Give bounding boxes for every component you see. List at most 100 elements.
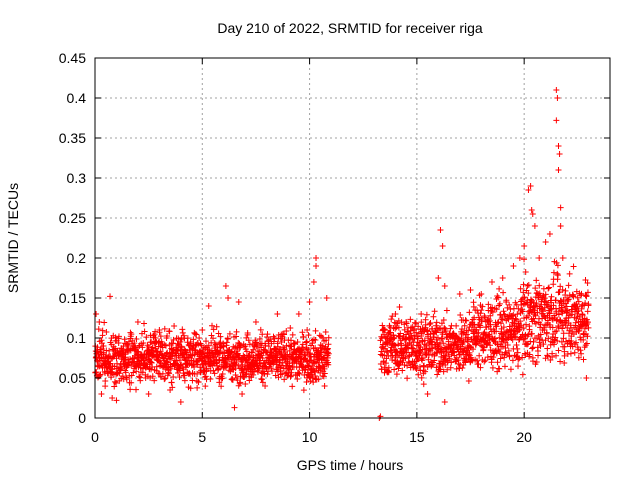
data-point — [522, 268, 529, 275]
data-point — [489, 304, 496, 311]
data-point — [125, 338, 132, 345]
data-point — [281, 331, 288, 338]
data-point — [467, 287, 474, 293]
data-point — [504, 342, 511, 349]
data-point — [141, 328, 148, 335]
data-point — [418, 374, 425, 381]
data-point — [395, 341, 402, 348]
data-point — [432, 328, 439, 335]
data-point — [548, 293, 555, 300]
data-point — [473, 357, 480, 364]
data-point — [305, 346, 312, 353]
axis-ticks: 0 0.05 0.1 0.15 0.2 0.25 0.3 0.35 0.4 0.45 0 5 10 15 2… — [59, 50, 610, 445]
data-point — [217, 333, 224, 340]
data-point — [286, 363, 293, 370]
data-point — [525, 290, 532, 297]
data-point — [218, 383, 225, 390]
data-point — [573, 315, 580, 322]
data-point — [572, 319, 579, 326]
data-point — [513, 342, 520, 349]
data-point — [226, 330, 233, 337]
data-point — [584, 289, 591, 296]
data-point — [233, 328, 240, 335]
data-point — [512, 315, 519, 322]
data-point — [514, 311, 521, 318]
data-point — [116, 370, 123, 377]
chart-title: Day 210 of 2022, SRMTID for receiver rig… — [217, 20, 483, 36]
data-point — [585, 324, 592, 331]
data-point — [203, 365, 210, 372]
data-point — [401, 361, 408, 368]
data-point — [407, 316, 414, 323]
data-point — [307, 357, 314, 364]
data-point — [392, 325, 399, 332]
data-point — [578, 290, 585, 297]
data-point — [323, 295, 330, 301]
data-point — [420, 381, 427, 388]
data-point — [477, 322, 484, 329]
data-point — [170, 373, 177, 380]
y-tick-label: 0.05 — [59, 370, 86, 386]
data-point — [524, 297, 531, 304]
data-point — [427, 319, 434, 326]
data-point — [426, 321, 433, 328]
data-point — [453, 322, 460, 329]
data-point — [190, 343, 197, 350]
data-point — [189, 345, 196, 352]
data-point — [210, 326, 217, 333]
data-point — [139, 344, 146, 351]
data-point — [406, 359, 413, 366]
data-point — [532, 312, 539, 319]
data-point — [550, 302, 557, 309]
data-point — [286, 347, 293, 354]
data-point — [447, 345, 454, 352]
data-point — [461, 322, 468, 329]
data-point — [209, 322, 216, 329]
data-point — [100, 343, 107, 350]
data-point — [270, 338, 277, 345]
data-point — [177, 399, 184, 405]
data-point — [560, 330, 567, 337]
data-point — [554, 95, 561, 101]
data-point — [422, 316, 429, 323]
data-point — [180, 332, 187, 339]
data-point — [475, 329, 482, 336]
x-axis-label: GPS time / hours — [297, 457, 404, 473]
data-point — [524, 282, 531, 289]
data-point — [242, 381, 249, 388]
data-point — [560, 335, 567, 342]
data-point — [557, 283, 564, 290]
data-point — [544, 352, 551, 359]
data-point — [111, 383, 118, 390]
data-point — [166, 328, 173, 335]
data-point — [399, 367, 406, 374]
data-point — [510, 312, 517, 319]
data-point — [210, 335, 217, 342]
data-point — [284, 351, 291, 358]
data-point — [258, 376, 265, 383]
data-point — [128, 379, 135, 386]
data-point — [523, 314, 530, 321]
data-point — [529, 345, 536, 352]
data-point — [575, 354, 582, 361]
data-point — [212, 341, 219, 348]
data-point — [567, 350, 574, 357]
data-point — [556, 288, 563, 295]
data-point — [115, 333, 122, 340]
data-point — [289, 331, 296, 338]
data-point — [459, 364, 466, 371]
data-point — [448, 359, 455, 366]
data-point — [514, 345, 521, 352]
data-point — [544, 353, 551, 360]
data-point — [155, 370, 162, 377]
data-point — [196, 335, 203, 342]
data-point — [145, 391, 152, 397]
data-point — [525, 312, 532, 319]
data-point — [575, 298, 582, 305]
data-point — [267, 361, 274, 368]
data-point — [305, 332, 312, 339]
data-point — [525, 331, 532, 338]
data-point — [505, 316, 512, 323]
data-point — [279, 359, 286, 366]
data-point — [389, 313, 396, 320]
